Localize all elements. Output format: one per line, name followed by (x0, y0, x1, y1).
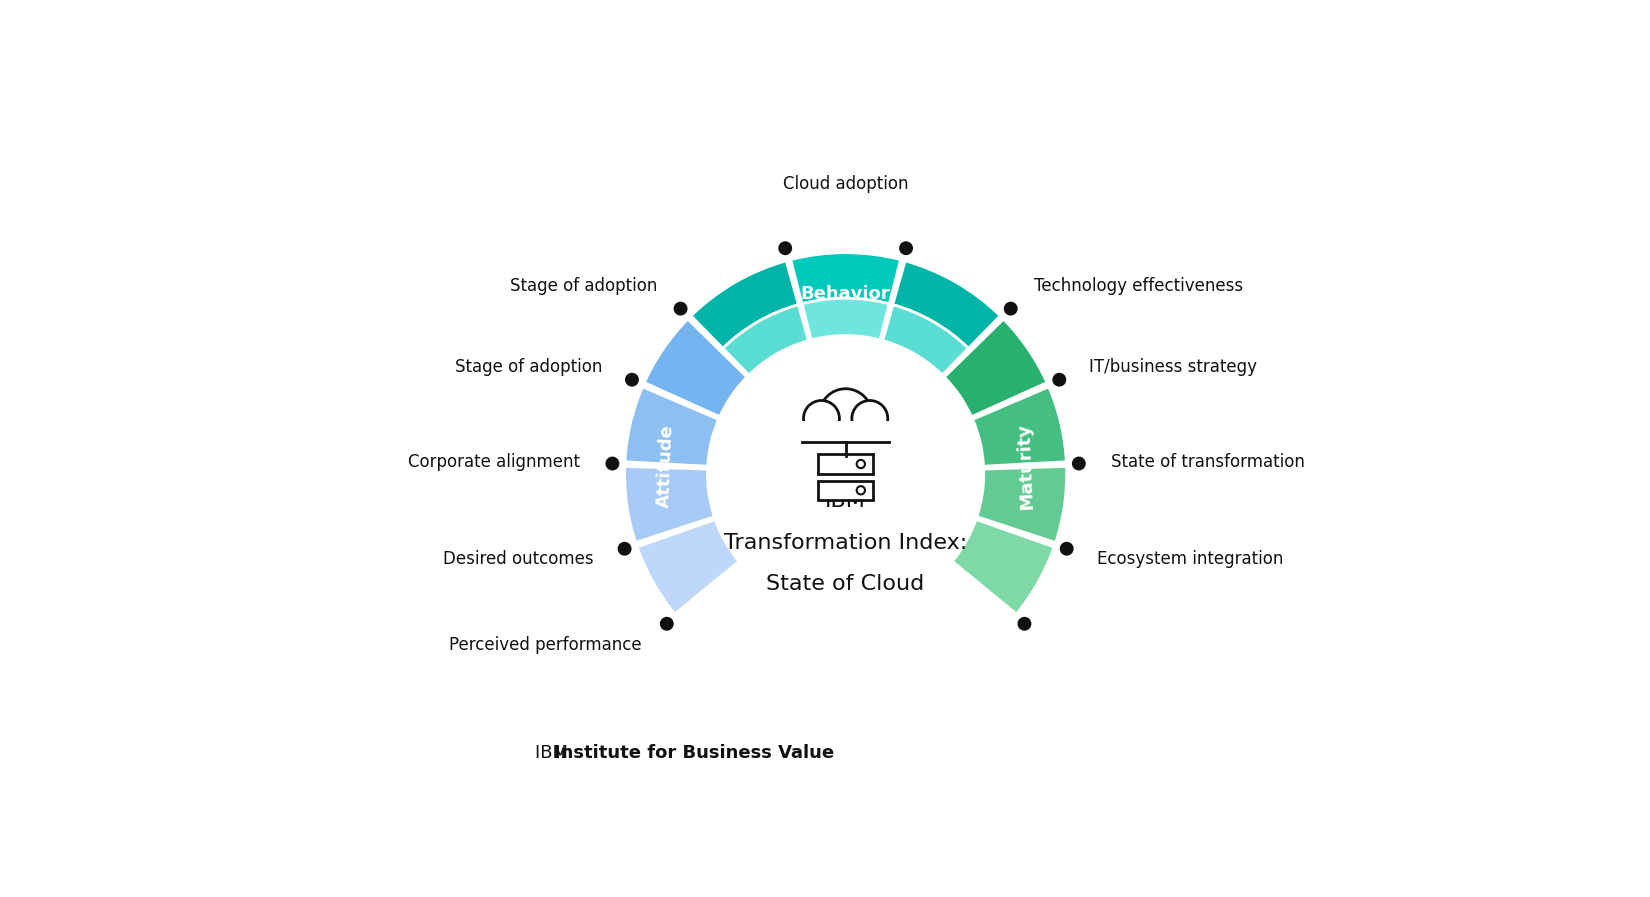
Text: Institute for Business Value: Institute for Business Value (554, 745, 835, 762)
Point (619, 372, 645, 387)
Wedge shape (977, 466, 1066, 543)
Point (667, 301, 693, 316)
Circle shape (856, 486, 865, 494)
Wedge shape (883, 261, 1000, 375)
Point (653, 616, 680, 631)
Text: Attitude: Attitude (655, 423, 676, 508)
Text: Stage of adoption: Stage of adoption (455, 358, 602, 376)
Text: Cloud adoption: Cloud adoption (782, 175, 909, 193)
Point (1046, 372, 1072, 387)
Wedge shape (723, 305, 808, 375)
Wedge shape (972, 387, 1066, 466)
Text: Perceived performance: Perceived performance (449, 636, 642, 654)
Wedge shape (691, 261, 799, 348)
Text: Behavior: Behavior (800, 285, 891, 303)
Text: State of Cloud: State of Cloud (767, 574, 924, 594)
Wedge shape (625, 466, 714, 543)
Point (1066, 457, 1092, 471)
Text: State of transformation: State of transformation (1112, 453, 1305, 471)
Wedge shape (952, 519, 1054, 614)
Point (1053, 542, 1079, 556)
Circle shape (851, 400, 888, 437)
Wedge shape (790, 253, 901, 304)
Point (612, 542, 639, 556)
Wedge shape (802, 299, 889, 340)
Point (998, 301, 1025, 316)
Bar (802, 422, 889, 442)
Point (599, 457, 625, 471)
Point (893, 241, 919, 256)
Text: Maturity: Maturity (1015, 422, 1036, 509)
Circle shape (804, 400, 840, 437)
Point (1011, 616, 1038, 631)
Wedge shape (691, 261, 808, 375)
Text: Ecosystem integration: Ecosystem integration (1097, 550, 1284, 568)
Text: Desired outcomes: Desired outcomes (444, 550, 594, 568)
Wedge shape (944, 319, 1048, 417)
Text: IBM: IBM (825, 492, 866, 511)
Point (772, 241, 799, 256)
FancyBboxPatch shape (818, 455, 873, 474)
FancyBboxPatch shape (818, 481, 873, 500)
Circle shape (820, 388, 871, 441)
Wedge shape (893, 261, 1000, 348)
Wedge shape (644, 319, 747, 417)
Text: Corporate alignment: Corporate alignment (408, 453, 579, 471)
Text: Stage of adoption: Stage of adoption (510, 276, 658, 295)
Circle shape (856, 460, 865, 468)
Wedge shape (637, 519, 739, 614)
Text: Transformation Index:: Transformation Index: (724, 533, 967, 553)
Text: Technology effectiveness: Technology effectiveness (1033, 276, 1242, 295)
Wedge shape (790, 253, 901, 340)
Wedge shape (625, 387, 719, 466)
Text: IBM: IBM (535, 745, 574, 762)
Text: IT/business strategy: IT/business strategy (1089, 358, 1257, 376)
Wedge shape (883, 305, 969, 375)
